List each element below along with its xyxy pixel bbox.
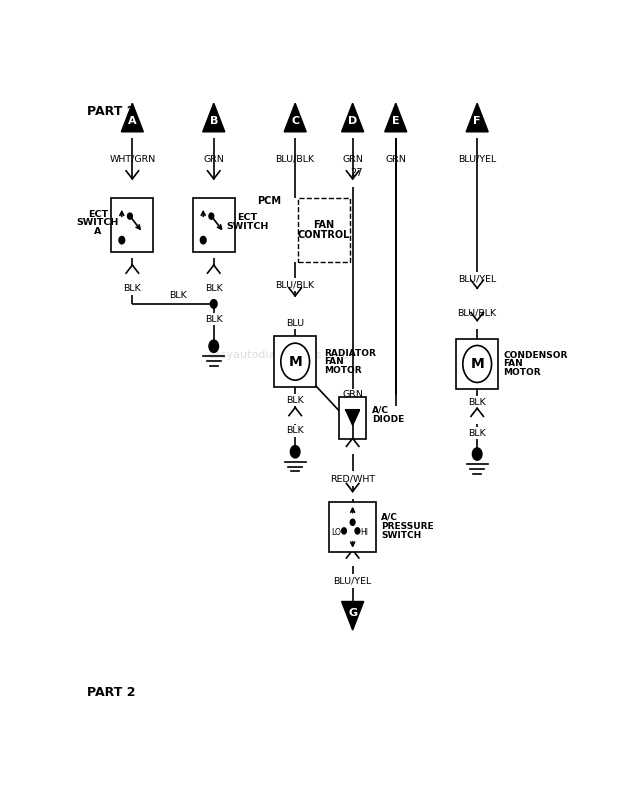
Text: BLU/YEL: BLU/YEL xyxy=(458,154,496,164)
Text: BLK: BLK xyxy=(286,426,304,435)
Text: SWITCH: SWITCH xyxy=(381,531,421,540)
Text: FAN: FAN xyxy=(313,220,334,230)
Text: A/C: A/C xyxy=(381,513,398,522)
Text: M: M xyxy=(470,357,484,371)
Text: SWITCH: SWITCH xyxy=(77,218,119,227)
Circle shape xyxy=(472,448,482,460)
Text: CONTROL: CONTROL xyxy=(298,230,350,239)
Bar xyxy=(456,338,498,390)
Circle shape xyxy=(342,528,347,534)
Polygon shape xyxy=(346,410,359,426)
Polygon shape xyxy=(466,103,488,132)
Circle shape xyxy=(127,213,132,219)
Text: PART 2: PART 2 xyxy=(87,105,135,118)
Circle shape xyxy=(463,346,491,382)
Circle shape xyxy=(209,213,214,219)
Text: BLK: BLK xyxy=(169,291,187,300)
Text: MOTOR: MOTOR xyxy=(504,368,541,377)
Text: SWITCH: SWITCH xyxy=(226,222,268,231)
Circle shape xyxy=(281,343,310,380)
Polygon shape xyxy=(203,103,225,132)
Polygon shape xyxy=(284,103,306,132)
Text: easyautodiagnostics.com: easyautodiagnostics.com xyxy=(208,350,349,360)
Text: E: E xyxy=(392,115,400,126)
Text: B: B xyxy=(210,115,218,126)
Text: GRN: GRN xyxy=(385,154,406,164)
Text: BLK: BLK xyxy=(205,314,222,324)
Text: HI: HI xyxy=(361,528,368,537)
Text: C: C xyxy=(291,115,299,126)
Text: BLU: BLU xyxy=(286,318,304,328)
Text: BLU/BLK: BLU/BLK xyxy=(276,154,315,164)
Text: D: D xyxy=(348,115,357,126)
Polygon shape xyxy=(385,103,407,132)
Text: FAN: FAN xyxy=(504,359,523,369)
Text: RED/WHT: RED/WHT xyxy=(330,474,375,483)
Text: WHT/GRN: WHT/GRN xyxy=(109,154,156,164)
Bar xyxy=(339,397,366,439)
Text: BLU/YEL: BLU/YEL xyxy=(334,577,372,586)
Text: RADIATOR: RADIATOR xyxy=(324,349,376,358)
Text: GRN: GRN xyxy=(342,154,363,164)
Text: ECT: ECT xyxy=(237,214,257,222)
Circle shape xyxy=(209,340,219,353)
Text: M: M xyxy=(289,354,302,369)
Text: ECT: ECT xyxy=(88,210,108,218)
Text: GRN: GRN xyxy=(342,390,363,399)
Text: GRN: GRN xyxy=(203,154,224,164)
Circle shape xyxy=(119,237,125,244)
Text: LO: LO xyxy=(331,528,341,537)
Text: BLK: BLK xyxy=(468,398,486,407)
Text: A: A xyxy=(128,115,137,126)
Bar xyxy=(111,198,153,253)
Text: G: G xyxy=(348,608,357,618)
Bar xyxy=(329,502,376,553)
Circle shape xyxy=(355,528,360,534)
Text: DIODE: DIODE xyxy=(372,415,404,424)
Text: A: A xyxy=(94,227,101,236)
Text: PART 2: PART 2 xyxy=(87,686,135,699)
Polygon shape xyxy=(342,602,363,630)
Circle shape xyxy=(350,519,355,526)
Bar xyxy=(298,198,350,262)
Text: BLK: BLK xyxy=(124,284,141,293)
Polygon shape xyxy=(342,103,363,132)
Text: 27: 27 xyxy=(350,168,363,178)
Circle shape xyxy=(200,237,206,244)
Bar xyxy=(274,336,316,387)
Text: BLK: BLK xyxy=(286,396,304,405)
Text: A/C: A/C xyxy=(372,406,389,415)
Text: MOTOR: MOTOR xyxy=(324,366,362,374)
Polygon shape xyxy=(121,103,143,132)
Text: CONDENSOR: CONDENSOR xyxy=(504,351,568,360)
Circle shape xyxy=(210,299,217,308)
Circle shape xyxy=(290,446,300,458)
Text: F: F xyxy=(473,115,481,126)
Text: BLU/BLK: BLU/BLK xyxy=(457,309,497,318)
Text: PCM: PCM xyxy=(257,196,281,206)
Text: BLK: BLK xyxy=(205,284,222,293)
Text: FAN: FAN xyxy=(324,357,344,366)
Bar xyxy=(193,198,235,253)
Text: BLK: BLK xyxy=(468,429,486,438)
Text: BLU/BLK: BLU/BLK xyxy=(276,280,315,289)
Text: BLU/YEL: BLU/YEL xyxy=(458,274,496,284)
Text: PRESSURE: PRESSURE xyxy=(381,522,434,531)
